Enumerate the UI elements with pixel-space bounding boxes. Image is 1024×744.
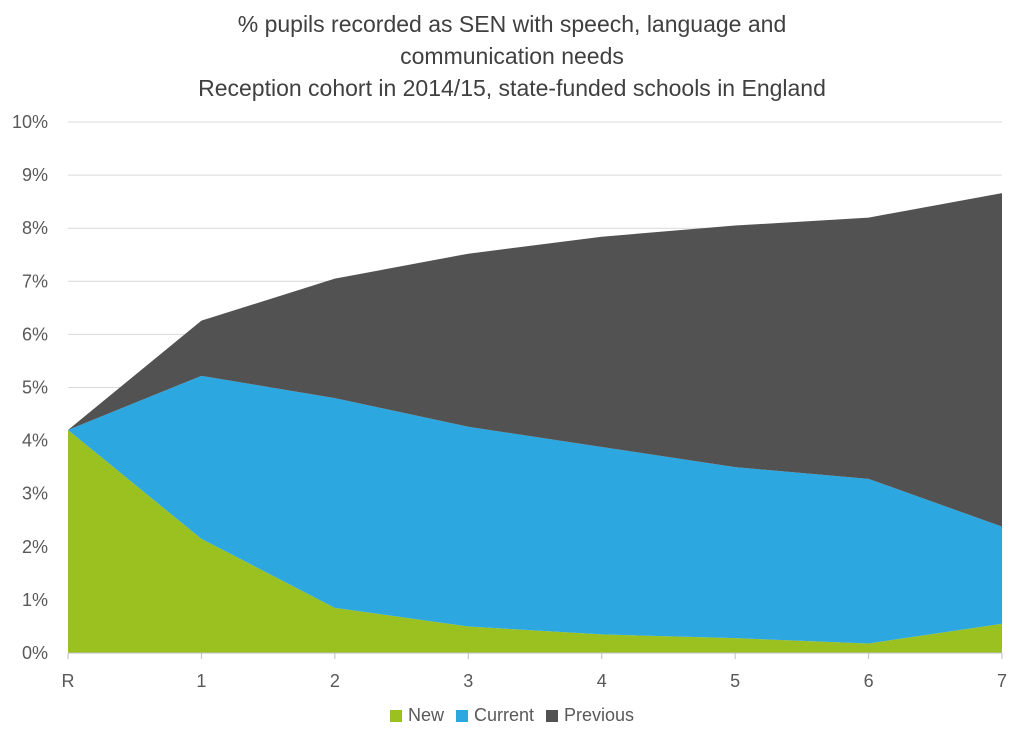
chart-title-line-1: % pupils recorded as SEN with speech, la… bbox=[237, 11, 787, 37]
y-tick-label: 2% bbox=[22, 537, 48, 557]
x-tick-label: 1 bbox=[196, 671, 206, 691]
chart-legend: New Current Previous bbox=[0, 705, 1024, 727]
area-current bbox=[68, 375, 1002, 644]
x-tick-label: 3 bbox=[463, 671, 473, 691]
y-tick-label: 7% bbox=[22, 271, 48, 291]
x-tick-label: 6 bbox=[864, 671, 874, 691]
legend-label: New bbox=[407, 705, 444, 725]
legend-swatch bbox=[389, 709, 402, 722]
y-tick-label: 8% bbox=[22, 218, 48, 238]
legend-item: Previous bbox=[546, 705, 634, 726]
legend-item: New bbox=[389, 705, 444, 726]
x-tick-label: 7 bbox=[997, 671, 1007, 691]
legend-label: Current bbox=[473, 705, 534, 725]
y-tick-label: 9% bbox=[22, 165, 48, 185]
x-tick-label: 4 bbox=[597, 671, 607, 691]
chart-title-line-2: communication needs bbox=[400, 43, 624, 69]
legend-swatch bbox=[546, 709, 558, 722]
stacked-areas bbox=[68, 193, 1002, 653]
y-tick-label: 1% bbox=[22, 590, 48, 610]
x-tick-label: R bbox=[62, 671, 75, 691]
area-previous bbox=[68, 193, 1002, 527]
legend-swatch bbox=[455, 709, 468, 722]
legend-label: Previous bbox=[564, 705, 635, 725]
chart-title: % pupils recorded as SEN with speech, la… bbox=[0, 8, 1024, 104]
legend-item: Current bbox=[455, 705, 534, 726]
x-tick-label: 5 bbox=[730, 671, 740, 691]
y-tick-label: 4% bbox=[22, 431, 48, 451]
x-tick-label: 2 bbox=[330, 671, 340, 691]
y-tick-label: 6% bbox=[22, 324, 48, 344]
chart-title-line-3: Reception cohort in 2014/15, state-funde… bbox=[198, 75, 826, 101]
y-tick-label: 3% bbox=[22, 484, 48, 504]
area-chart: 0% 1% 2% 3% 4% 5% 6% 7% 8% 9% 10% R 1 2 3 4 5 6 7 bbox=[12, 112, 1007, 691]
y-tick-label: 10% bbox=[12, 112, 48, 132]
y-tick-label: 5% bbox=[22, 378, 48, 398]
area-new bbox=[68, 429, 1002, 653]
y-tick-label: 0% bbox=[22, 643, 48, 663]
axes: 0% 1% 2% 3% 4% 5% 6% 7% 8% 9% 10% R 1 2 3 4 5 6 7 bbox=[12, 112, 1007, 691]
